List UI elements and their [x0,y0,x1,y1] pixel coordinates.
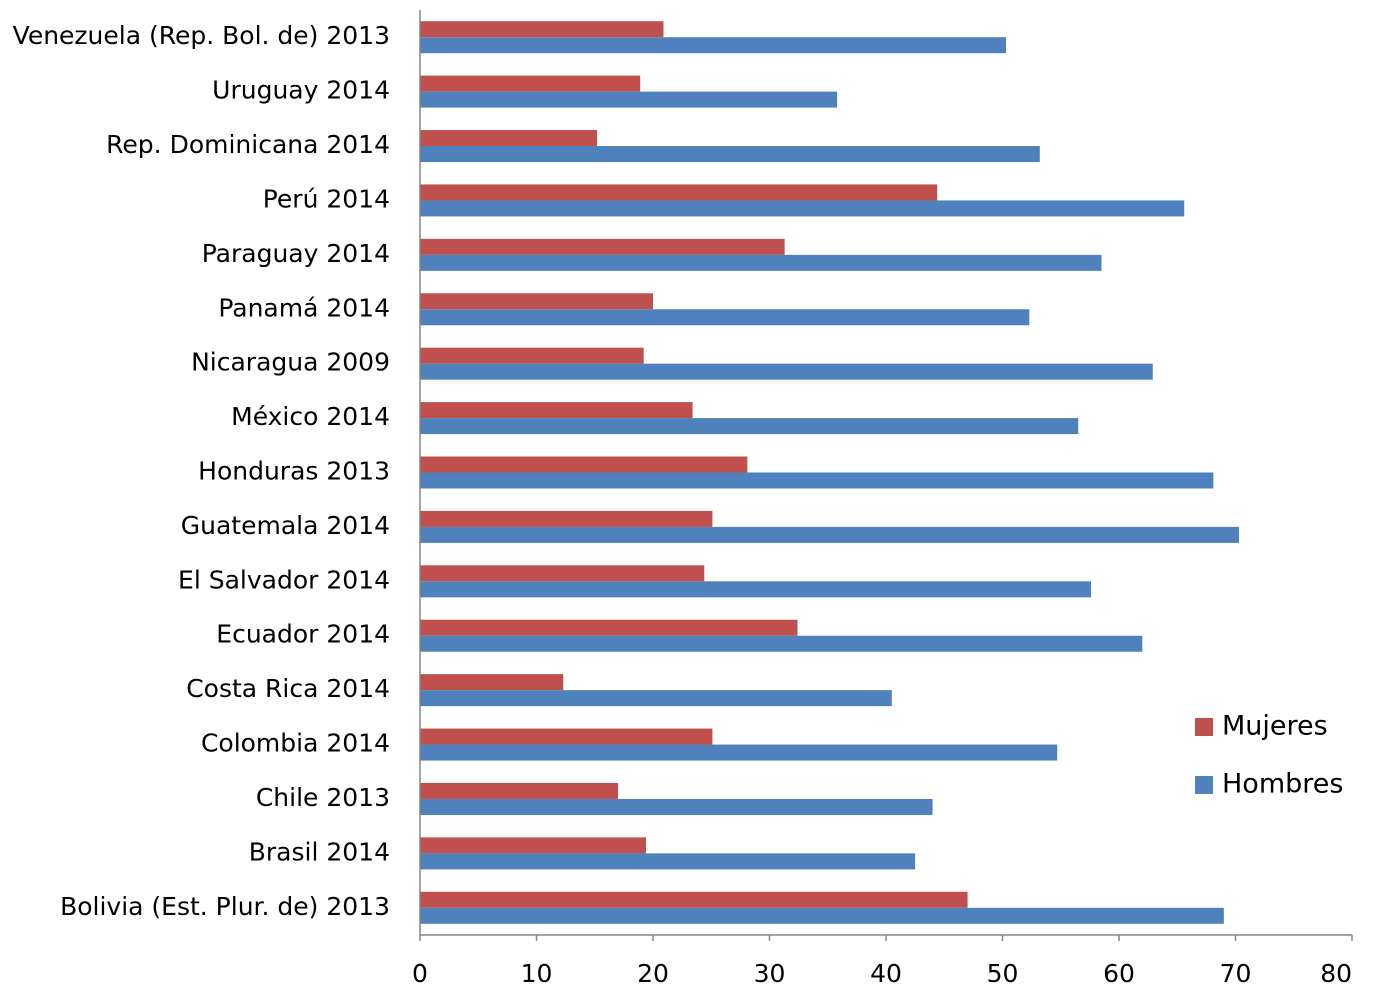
legend-label: Mujeres [1222,711,1328,742]
bar [420,526,1239,543]
bar [420,635,1143,652]
bar [420,619,798,636]
y-tick-label: Guatemala 2014 [181,511,390,540]
y-tick-label: Bolivia (Est. Plur. de) 2013 [60,892,390,921]
bar [420,744,1058,761]
x-tick-label: 30 [754,959,786,987]
bar [420,853,916,870]
bar [420,782,619,799]
bar [420,472,1214,489]
y-tick-label: Panamá 2014 [218,293,390,322]
bar [420,130,598,147]
y-tick-label: Perú 2014 [263,184,390,213]
y-tick-label: Venezuela (Rep. Bol. de) 2013 [13,21,390,50]
bar [420,798,933,815]
bar [420,456,748,473]
y-tick-label: Paraguay 2014 [202,239,390,268]
bar [420,309,1030,326]
bar [420,690,892,707]
x-tick-label: 10 [521,959,553,987]
y-tick-label: Uruguay 2014 [212,76,390,105]
bar [420,402,693,419]
y-tick-label: Brasil 2014 [249,837,390,866]
bar [420,75,641,92]
bar [420,418,1079,435]
bar [420,37,1006,54]
y-tick-label: Nicaragua 2009 [191,348,390,377]
bar [420,363,1153,380]
x-tick-label: 80 [1320,959,1352,987]
bar [420,21,664,38]
y-tick-label: Honduras 2013 [198,457,390,486]
bar [420,674,564,691]
bar [420,200,1185,217]
x-tick-label: 50 [987,959,1019,987]
bar [420,146,1040,163]
legend-swatch [1195,776,1213,794]
bar [420,565,705,582]
bar [420,91,838,108]
bar [420,891,968,908]
bar [420,347,644,364]
y-tick-label: México 2014 [231,402,390,431]
y-tick-label: El Salvador 2014 [178,565,390,594]
bar [420,510,713,527]
legend-swatch [1195,718,1213,736]
y-tick-label: Ecuador 2014 [216,620,390,649]
bar [420,728,713,745]
bar [420,837,647,854]
bar [420,907,1224,924]
x-tick-label: 70 [1220,959,1252,987]
x-tick-label: 20 [637,959,669,987]
y-tick-label: Colombia 2014 [201,729,390,758]
bar [420,254,1102,271]
bar [420,184,938,201]
y-tick-label: Costa Rica 2014 [186,674,390,703]
y-tick-label: Chile 2013 [256,783,390,812]
x-tick-label: 60 [1103,959,1135,987]
y-tick-label: Rep. Dominicana 2014 [106,130,390,159]
bar [420,293,653,310]
bar [420,238,785,255]
legend-label: Hombres [1222,769,1343,800]
x-tick-label: 0 [412,959,428,987]
x-tick-label: 40 [870,959,902,987]
bar [420,581,1092,598]
